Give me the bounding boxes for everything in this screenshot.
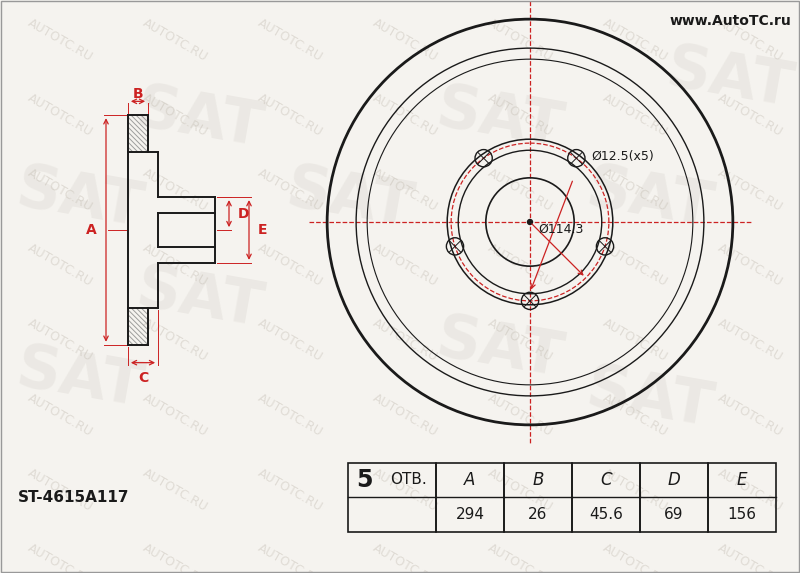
Text: AUTOTC.RU: AUTOTC.RU	[715, 241, 785, 289]
Text: Ø12.5(x5): Ø12.5(x5)	[592, 150, 654, 163]
Text: AUTOTC.RU: AUTOTC.RU	[370, 391, 440, 439]
Text: AUTOTC.RU: AUTOTC.RU	[255, 466, 325, 514]
Text: E: E	[258, 223, 267, 237]
Text: AUTOTC.RU: AUTOTC.RU	[25, 391, 95, 439]
Text: SAT: SAT	[432, 80, 568, 160]
Text: AUTOTC.RU: AUTOTC.RU	[25, 166, 95, 214]
Text: D: D	[668, 471, 680, 489]
Text: AUTOTC.RU: AUTOTC.RU	[600, 241, 670, 289]
Text: AUTOTC.RU: AUTOTC.RU	[140, 466, 210, 514]
Text: AUTOTC.RU: AUTOTC.RU	[255, 541, 325, 573]
Text: AUTOTC.RU: AUTOTC.RU	[370, 241, 440, 289]
Text: SAT: SAT	[282, 160, 418, 240]
Text: AUTOTC.RU: AUTOTC.RU	[715, 91, 785, 139]
Text: AUTOTC.RU: AUTOTC.RU	[485, 316, 555, 364]
Text: AUTOTC.RU: AUTOTC.RU	[255, 316, 325, 364]
Text: AUTOTC.RU: AUTOTC.RU	[485, 91, 555, 139]
Text: AUTOTC.RU: AUTOTC.RU	[485, 391, 555, 439]
Text: AUTOTC.RU: AUTOTC.RU	[140, 91, 210, 139]
Text: AUTOTC.RU: AUTOTC.RU	[715, 316, 785, 364]
Text: AUTOTC.RU: AUTOTC.RU	[485, 241, 555, 289]
Text: AUTOTC.RU: AUTOTC.RU	[485, 466, 555, 514]
Text: A: A	[464, 471, 476, 489]
Text: SAT: SAT	[132, 80, 268, 160]
Text: SAT: SAT	[662, 40, 798, 120]
Text: SAT: SAT	[582, 160, 718, 240]
Text: AUTOTC.RU: AUTOTC.RU	[255, 16, 325, 64]
Text: ST-4615A117: ST-4615A117	[18, 490, 130, 505]
Text: AUTOTC.RU: AUTOTC.RU	[370, 91, 440, 139]
Text: AUTOTC.RU: AUTOTC.RU	[715, 16, 785, 64]
Text: C: C	[600, 471, 612, 489]
Text: AUTOTC.RU: AUTOTC.RU	[140, 541, 210, 573]
Circle shape	[527, 219, 533, 225]
Text: AUTOTC.RU: AUTOTC.RU	[485, 541, 555, 573]
Text: AUTOTC.RU: AUTOTC.RU	[715, 541, 785, 573]
Text: AUTOTC.RU: AUTOTC.RU	[715, 166, 785, 214]
Text: AUTOTC.RU: AUTOTC.RU	[255, 241, 325, 289]
Text: E: E	[737, 471, 747, 489]
Text: www.AutoTC.ru: www.AutoTC.ru	[670, 14, 791, 28]
Text: D: D	[238, 207, 250, 221]
Text: AUTOTC.RU: AUTOTC.RU	[370, 316, 440, 364]
Text: AUTOTC.RU: AUTOTC.RU	[140, 316, 210, 364]
Text: 69: 69	[664, 507, 684, 522]
Text: 26: 26	[528, 507, 548, 522]
Text: B: B	[532, 471, 544, 489]
Text: AUTOTC.RU: AUTOTC.RU	[25, 316, 95, 364]
Text: AUTOTC.RU: AUTOTC.RU	[255, 166, 325, 214]
Text: A: A	[86, 223, 97, 237]
Text: AUTOTC.RU: AUTOTC.RU	[25, 91, 95, 139]
Text: SAT: SAT	[132, 260, 268, 340]
Text: AUTOTC.RU: AUTOTC.RU	[140, 241, 210, 289]
Text: AUTOTC.RU: AUTOTC.RU	[600, 316, 670, 364]
Text: AUTOTC.RU: AUTOTC.RU	[370, 166, 440, 214]
Text: SAT: SAT	[12, 340, 148, 420]
Text: AUTOTC.RU: AUTOTC.RU	[370, 466, 440, 514]
Text: 294: 294	[455, 507, 485, 522]
Text: AUTOTC.RU: AUTOTC.RU	[600, 391, 670, 439]
Text: AUTOTC.RU: AUTOTC.RU	[140, 391, 210, 439]
Text: 5: 5	[356, 468, 372, 492]
Text: AUTOTC.RU: AUTOTC.RU	[370, 16, 440, 64]
Text: 45.6: 45.6	[589, 507, 623, 522]
Text: AUTOTC.RU: AUTOTC.RU	[140, 16, 210, 64]
Text: AUTOTC.RU: AUTOTC.RU	[600, 16, 670, 64]
Text: AUTOTC.RU: AUTOTC.RU	[25, 466, 95, 514]
Text: AUTOTC.RU: AUTOTC.RU	[715, 466, 785, 514]
Text: SAT: SAT	[12, 160, 148, 240]
Text: C: C	[138, 371, 148, 384]
Text: AUTOTC.RU: AUTOTC.RU	[25, 16, 95, 64]
Text: AUTOTC.RU: AUTOTC.RU	[600, 466, 670, 514]
Text: AUTOTC.RU: AUTOTC.RU	[715, 391, 785, 439]
Text: AUTOTC.RU: AUTOTC.RU	[255, 391, 325, 439]
Text: AUTOTC.RU: AUTOTC.RU	[140, 166, 210, 214]
Text: AUTOTC.RU: AUTOTC.RU	[370, 541, 440, 573]
Text: AUTOTC.RU: AUTOTC.RU	[25, 241, 95, 289]
Text: AUTOTC.RU: AUTOTC.RU	[255, 91, 325, 139]
Text: AUTOTC.RU: AUTOTC.RU	[485, 166, 555, 214]
Text: AUTOTC.RU: AUTOTC.RU	[600, 166, 670, 214]
Text: SAT: SAT	[432, 310, 568, 390]
Text: AUTOTC.RU: AUTOTC.RU	[600, 541, 670, 573]
Text: AUTOTC.RU: AUTOTC.RU	[600, 91, 670, 139]
Text: AUTOTC.RU: AUTOTC.RU	[25, 541, 95, 573]
Text: B: B	[133, 87, 143, 101]
Text: 156: 156	[727, 507, 757, 522]
Text: Ø114.3: Ø114.3	[538, 223, 583, 236]
Text: AUTOTC.RU: AUTOTC.RU	[485, 16, 555, 64]
Text: ОТВ.: ОТВ.	[390, 473, 426, 488]
Text: SAT: SAT	[582, 360, 718, 440]
